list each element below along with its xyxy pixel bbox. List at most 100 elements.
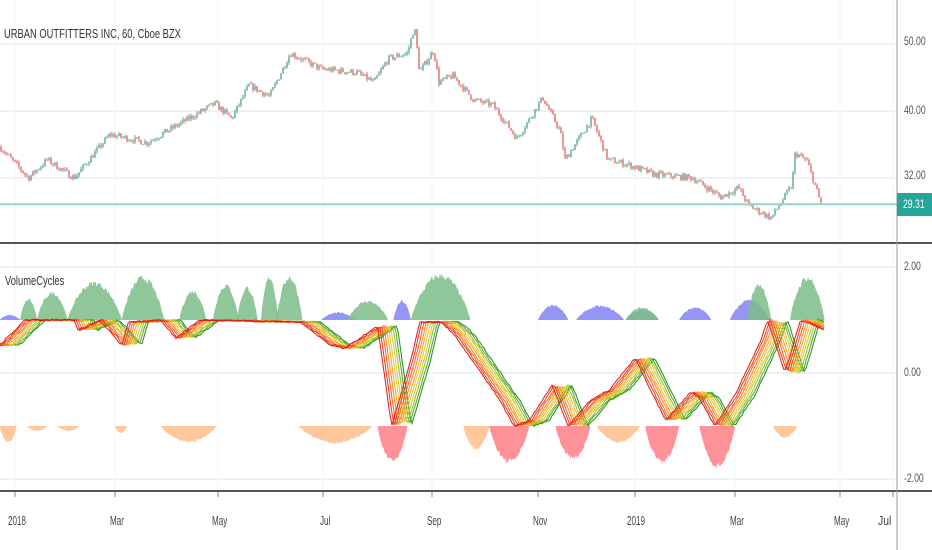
candle xyxy=(354,74,356,76)
candle xyxy=(46,159,48,161)
volume-area-above-green xyxy=(276,276,303,320)
candle xyxy=(512,130,514,134)
ribbon-line xyxy=(0,318,825,427)
candle xyxy=(196,112,198,118)
candle xyxy=(628,162,630,165)
candle xyxy=(164,128,166,133)
price-tick-label: 50.00 xyxy=(904,34,926,48)
ribbon-line xyxy=(0,318,825,427)
candle xyxy=(170,125,172,131)
candle xyxy=(486,100,488,102)
candle xyxy=(308,58,310,62)
candle xyxy=(588,125,590,127)
candle xyxy=(184,119,186,122)
volume-areas xyxy=(0,273,825,469)
volume-area-above-blue xyxy=(576,305,624,320)
candle xyxy=(296,57,298,59)
indicator-tick-label: -2.00 xyxy=(904,471,924,485)
candle xyxy=(756,208,758,209)
candle xyxy=(338,70,340,74)
candle xyxy=(632,166,634,169)
candle xyxy=(544,100,546,105)
candle xyxy=(446,75,448,79)
volume-area-above-green xyxy=(212,284,239,320)
candle xyxy=(158,138,160,140)
candle xyxy=(142,144,144,146)
grid xyxy=(0,0,897,490)
candle xyxy=(532,116,534,118)
candle xyxy=(778,206,780,209)
candle xyxy=(612,158,614,159)
candle xyxy=(464,87,466,91)
candle xyxy=(74,175,76,179)
indicator-name[interactable]: VolumeCycles xyxy=(5,273,65,288)
candle xyxy=(576,139,578,145)
candle xyxy=(796,153,798,157)
candle xyxy=(58,169,60,171)
candle xyxy=(388,55,390,64)
ribbon-line xyxy=(0,318,825,428)
candle xyxy=(90,156,92,163)
candle xyxy=(534,109,536,117)
candle xyxy=(26,174,28,176)
candle xyxy=(136,137,138,138)
candle xyxy=(438,68,440,85)
candle xyxy=(422,64,424,70)
candle xyxy=(646,168,648,173)
candle xyxy=(386,63,388,64)
candle xyxy=(32,170,34,176)
candle xyxy=(280,73,282,80)
candle xyxy=(140,140,142,145)
candle xyxy=(222,107,224,114)
candle xyxy=(152,139,154,141)
candle xyxy=(172,125,174,129)
candle xyxy=(820,197,822,204)
candle xyxy=(24,173,26,175)
candle xyxy=(130,140,132,142)
candle xyxy=(816,184,818,190)
candle xyxy=(448,75,450,77)
candle xyxy=(330,68,332,72)
candle xyxy=(34,170,36,173)
candle xyxy=(316,63,318,69)
candle xyxy=(0,146,2,152)
candle xyxy=(594,118,596,126)
candle xyxy=(82,164,84,169)
volume-area-below-orange xyxy=(26,426,48,432)
candle xyxy=(748,199,750,204)
candle xyxy=(538,102,540,110)
candle xyxy=(212,102,214,106)
candle xyxy=(488,100,490,106)
candle xyxy=(634,166,636,169)
candle xyxy=(364,74,366,76)
candle xyxy=(22,170,24,174)
candle xyxy=(440,80,442,85)
candle xyxy=(214,101,216,106)
candle xyxy=(126,136,128,142)
candle xyxy=(326,69,328,71)
candle xyxy=(60,168,62,171)
volume-area-below-orange xyxy=(463,426,490,451)
candle xyxy=(768,213,770,220)
candle xyxy=(206,105,208,109)
candle xyxy=(480,98,482,102)
volume-area-above-green xyxy=(347,300,389,320)
candle xyxy=(606,148,608,160)
volume-area-above-green xyxy=(179,290,207,320)
candle xyxy=(114,134,116,138)
candle xyxy=(298,58,300,60)
candle xyxy=(148,143,150,146)
candle xyxy=(664,173,666,177)
candle xyxy=(578,136,580,140)
candle xyxy=(800,154,802,156)
candle xyxy=(210,102,212,105)
candle xyxy=(610,158,612,159)
candle xyxy=(138,137,140,141)
candle xyxy=(224,109,226,114)
candle xyxy=(760,213,762,215)
volume-area-below-red xyxy=(489,426,530,464)
candle xyxy=(476,99,478,101)
candle xyxy=(622,160,624,167)
candle xyxy=(190,115,192,120)
